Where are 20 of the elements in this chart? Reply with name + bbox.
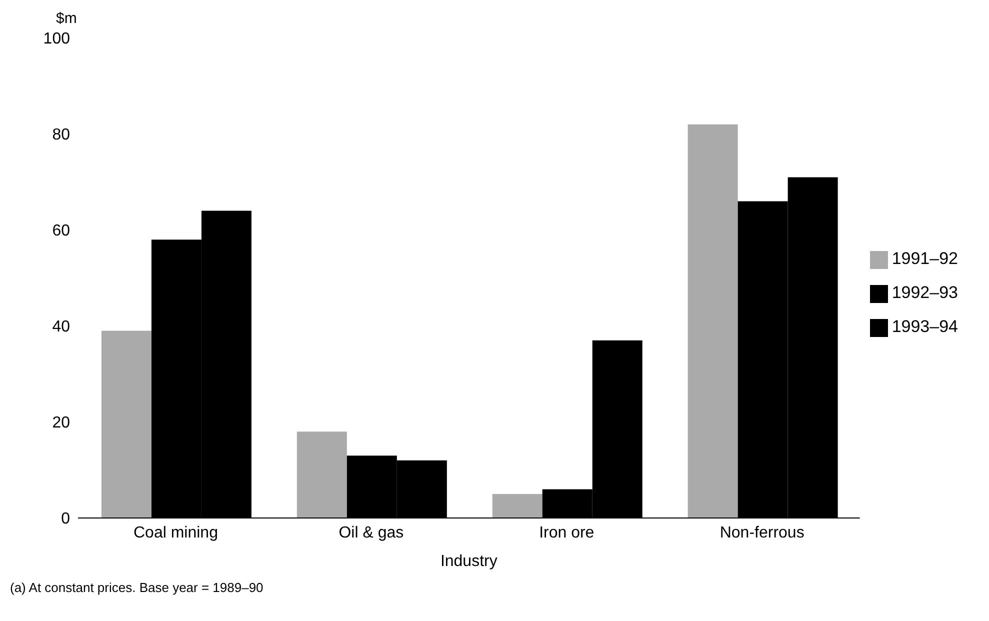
- text: (a) At constant prices. Base year = 1989–90: [10, 580, 264, 595]
- bar: [492, 494, 542, 518]
- legend-label: 1993–94: [892, 317, 958, 336]
- legend-label: 1992–93: [892, 283, 958, 302]
- y-tick-label: 60: [52, 222, 70, 240]
- x-tick-label: Coal mining: [133, 524, 218, 542]
- y-tick-label: 0: [61, 510, 70, 528]
- y-tick-label: 100: [43, 30, 70, 48]
- x-tick-label: Oil & gas: [338, 524, 404, 542]
- bar: [296, 432, 347, 518]
- x-tick-label: Non-ferrous: [720, 524, 804, 542]
- y-tick-label: 80: [52, 126, 70, 144]
- bar: [101, 330, 152, 518]
- y-axis-title: $m: [56, 10, 77, 27]
- y-tick-label: 40: [52, 318, 70, 336]
- bar: [688, 124, 738, 518]
- y-tick-label: 20: [52, 414, 70, 432]
- x-tick-label: Iron ore: [539, 524, 594, 542]
- x-axis-title: Industry: [440, 553, 498, 570]
- legend-label: 1991–92: [892, 249, 958, 268]
